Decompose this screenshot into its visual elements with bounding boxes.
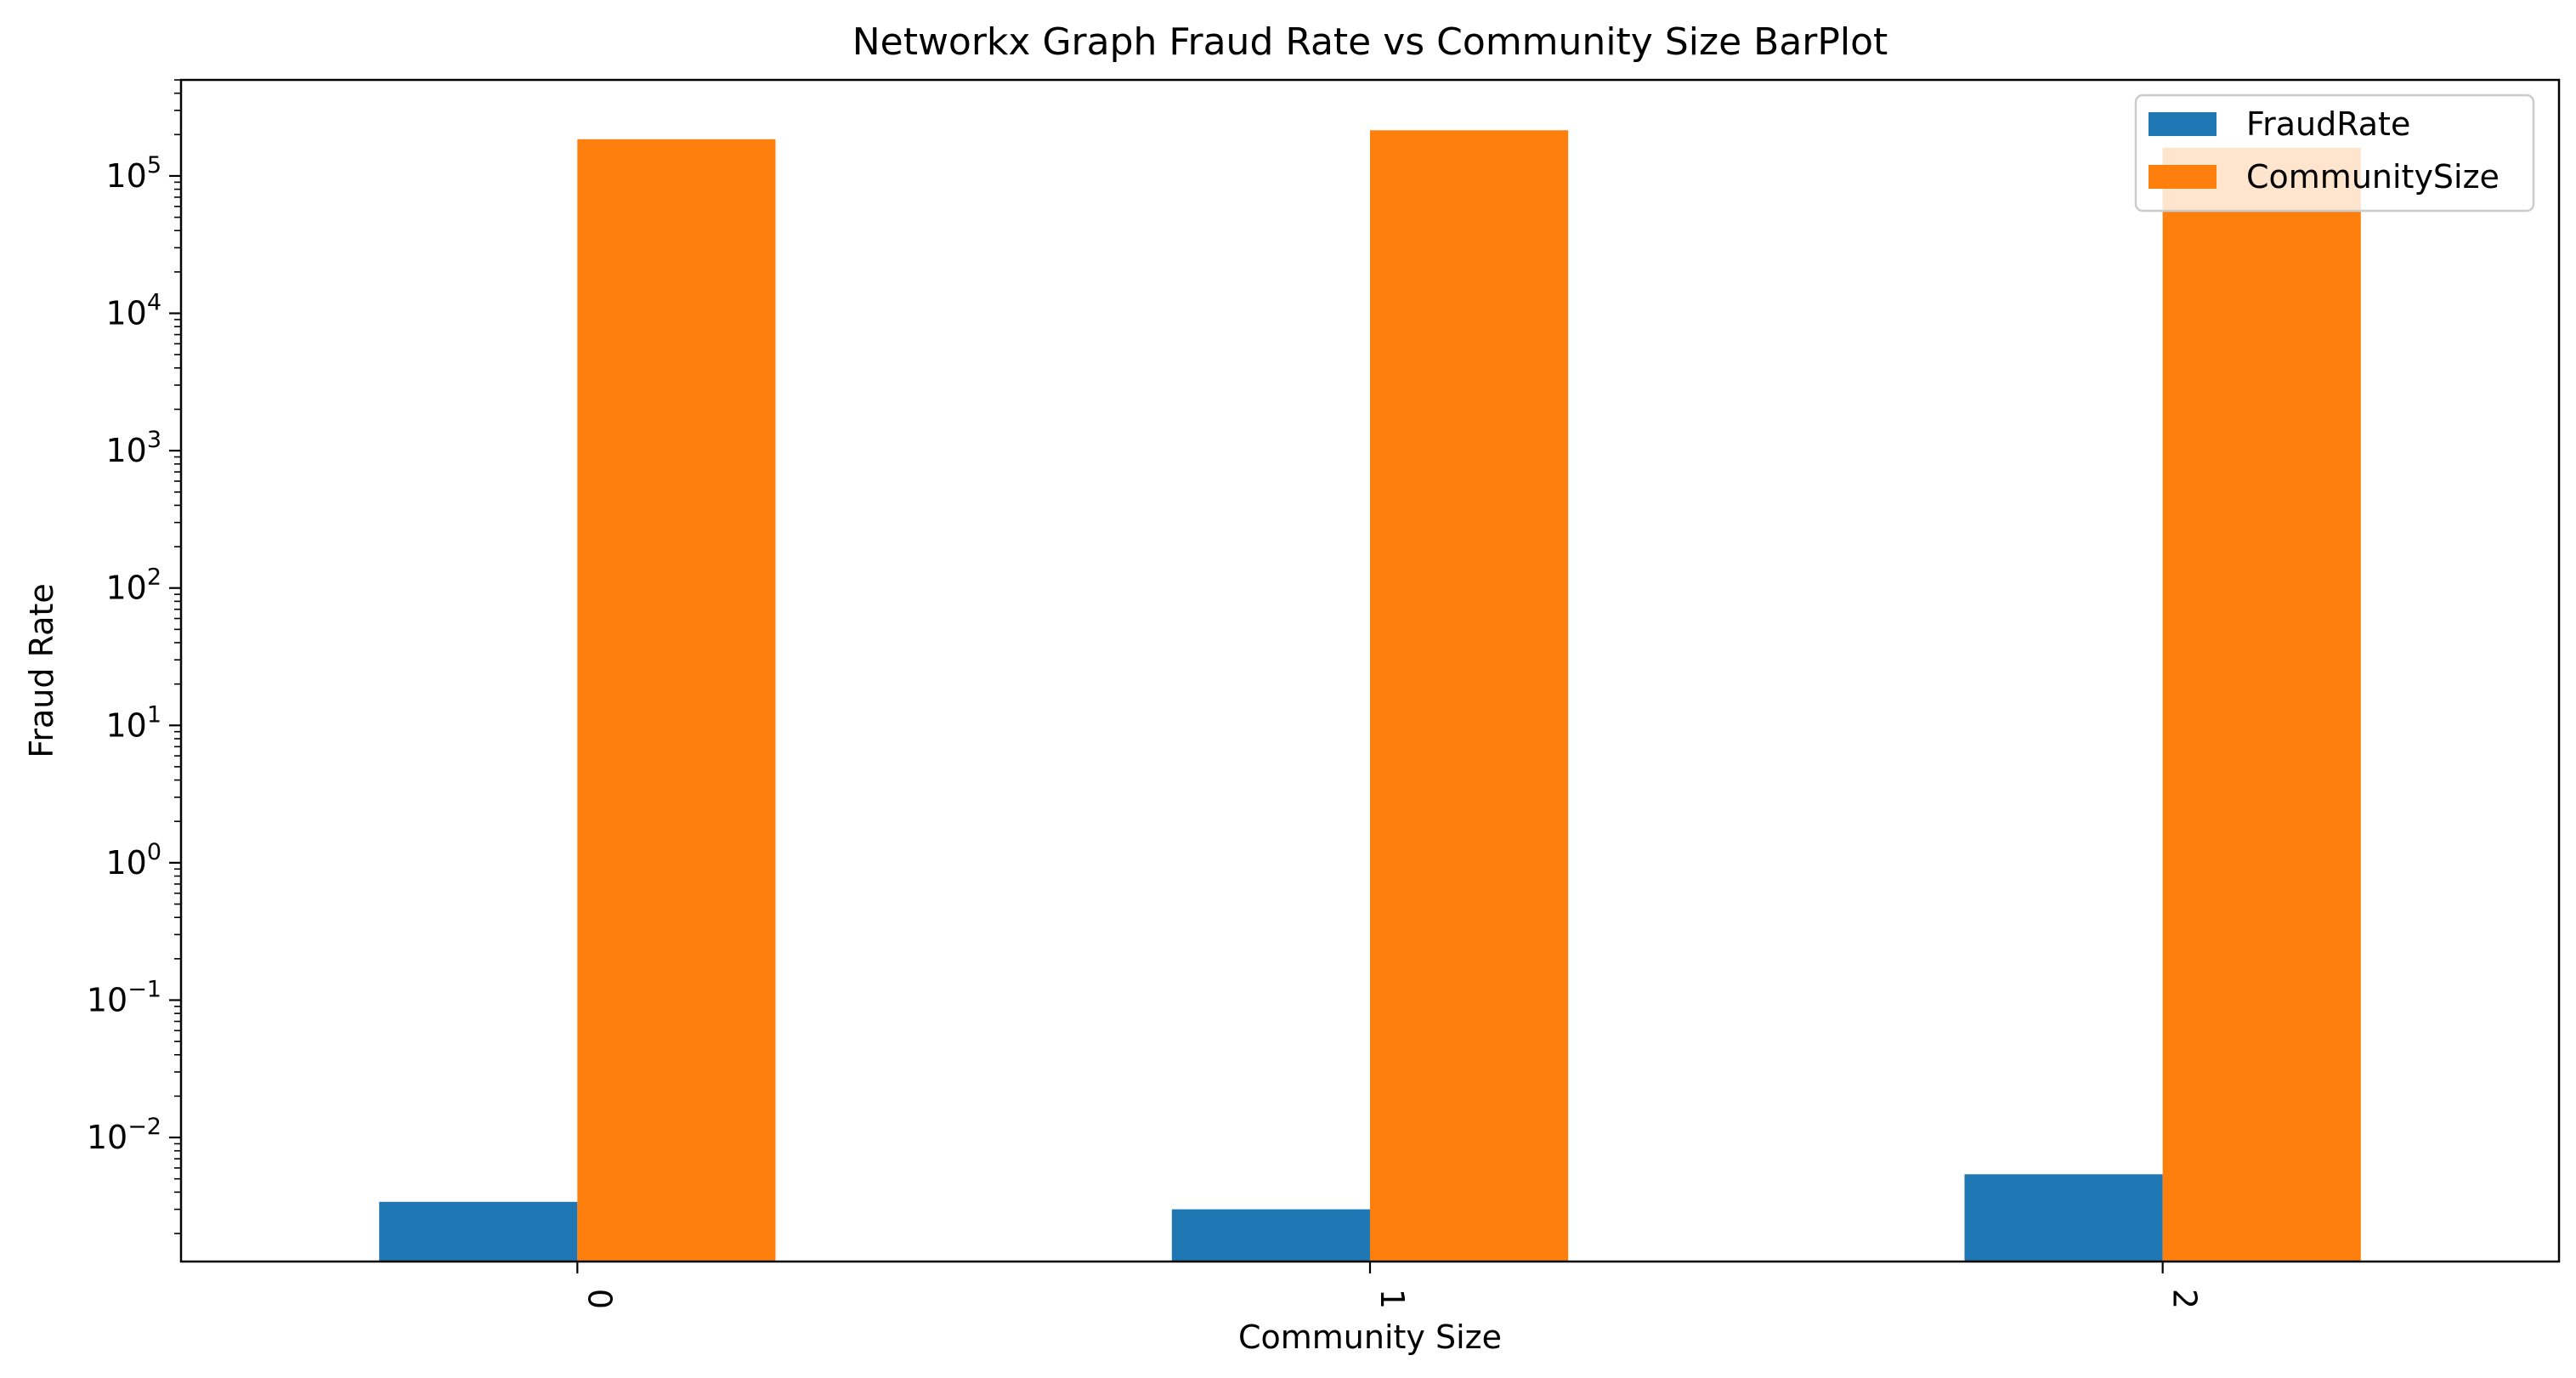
y-tick-label: 10−2: [87, 1114, 161, 1156]
legend-swatch-fraudrate: [2149, 112, 2216, 136]
x-tick-label-0: 0: [580, 1289, 618, 1309]
y-tick-label: 10−1: [87, 976, 161, 1018]
y-axis-ticks: 10−2 10−1 100 101 102 103 104 105: [87, 79, 181, 1234]
legend-label-fraudrate: FraudRate: [2246, 105, 2410, 143]
bar-communitysize-1: [1370, 130, 1569, 1262]
y-tick-label: 103: [105, 427, 161, 469]
plot-frame: [179, 78, 2561, 1263]
bar-fraudrate-0: [379, 1201, 578, 1262]
bars-layer: [379, 130, 2361, 1262]
legend-label-communitysize: CommunitySize: [2246, 158, 2500, 196]
y-tick-label: 104: [105, 290, 161, 332]
bar-communitysize-2: [2162, 147, 2361, 1262]
y-axis-label: Fraud Rate: [23, 583, 60, 757]
x-tick-label-2: 2: [2166, 1289, 2204, 1309]
bar-communitysize-0: [577, 139, 776, 1262]
bar-fraudrate-1: [1171, 1209, 1370, 1262]
x-tick-label-1: 1: [1373, 1289, 1411, 1309]
x-axis-ticks: 0 1 2: [576, 1262, 2204, 1309]
bar-fraudrate-2: [1964, 1174, 2163, 1262]
y-tick-label: 105: [105, 152, 161, 195]
legend-frame: [2134, 94, 2535, 213]
legend-swatch-communitysize: [2149, 165, 2216, 189]
y-tick-label: 102: [105, 564, 161, 607]
y-tick-label: 100: [105, 839, 161, 882]
legend: FraudRate CommunitySize: [2134, 94, 2535, 213]
chart-title: Networkx Graph Fraud Rate vs Community S…: [852, 20, 1888, 64]
x-axis-label: Community Size: [1238, 1318, 1502, 1356]
y-tick-label: 101: [105, 701, 161, 744]
